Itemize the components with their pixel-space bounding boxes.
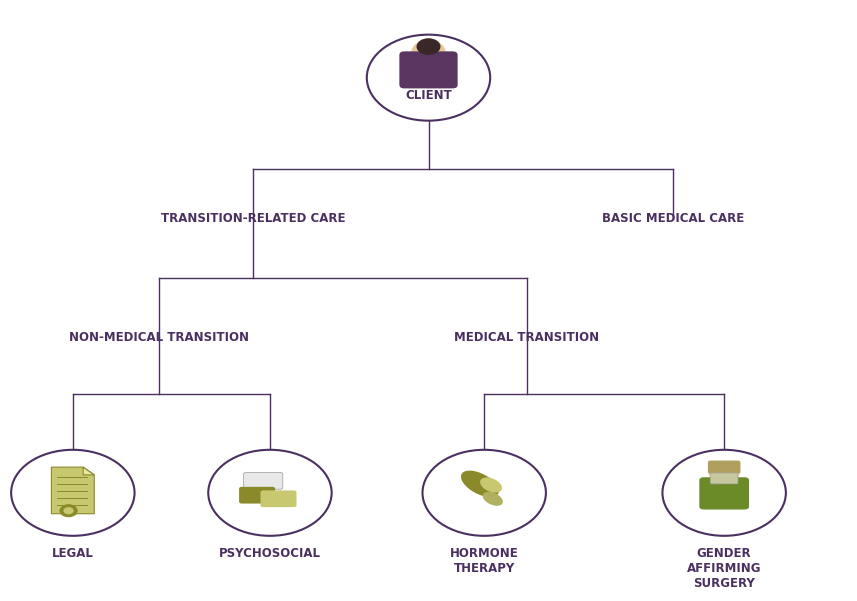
FancyBboxPatch shape (261, 490, 297, 507)
Text: NON-MEDICAL TRANSITION: NON-MEDICAL TRANSITION (69, 331, 249, 344)
Ellipse shape (482, 492, 503, 506)
FancyBboxPatch shape (399, 51, 458, 88)
Text: BASIC MEDICAL CARE: BASIC MEDICAL CARE (602, 212, 744, 225)
Circle shape (411, 40, 446, 64)
FancyBboxPatch shape (243, 472, 283, 489)
FancyBboxPatch shape (699, 477, 749, 510)
FancyBboxPatch shape (239, 487, 275, 504)
Circle shape (417, 38, 440, 55)
Ellipse shape (461, 471, 499, 497)
Text: LEGAL: LEGAL (52, 546, 93, 560)
Text: MEDICAL TRANSITION: MEDICAL TRANSITION (454, 331, 600, 344)
Circle shape (367, 35, 490, 121)
Text: PSYCHOSOCIAL: PSYCHOSOCIAL (219, 546, 321, 560)
Polygon shape (51, 467, 94, 514)
Text: CLIENT: CLIENT (405, 89, 452, 102)
Text: HORMONE
THERAPY: HORMONE THERAPY (450, 546, 518, 575)
Circle shape (11, 450, 135, 536)
Text: TRANSITION-RELATED CARE: TRANSITION-RELATED CARE (160, 212, 345, 225)
Circle shape (208, 450, 332, 536)
Text: GENDER
AFFIRMING
SURGERY: GENDER AFFIRMING SURGERY (687, 546, 761, 590)
FancyBboxPatch shape (708, 460, 740, 474)
FancyBboxPatch shape (710, 473, 738, 484)
Circle shape (60, 505, 77, 517)
Circle shape (709, 462, 740, 484)
Ellipse shape (480, 477, 502, 493)
Circle shape (423, 450, 546, 536)
Polygon shape (83, 467, 94, 475)
Circle shape (662, 450, 786, 536)
Circle shape (63, 507, 74, 514)
